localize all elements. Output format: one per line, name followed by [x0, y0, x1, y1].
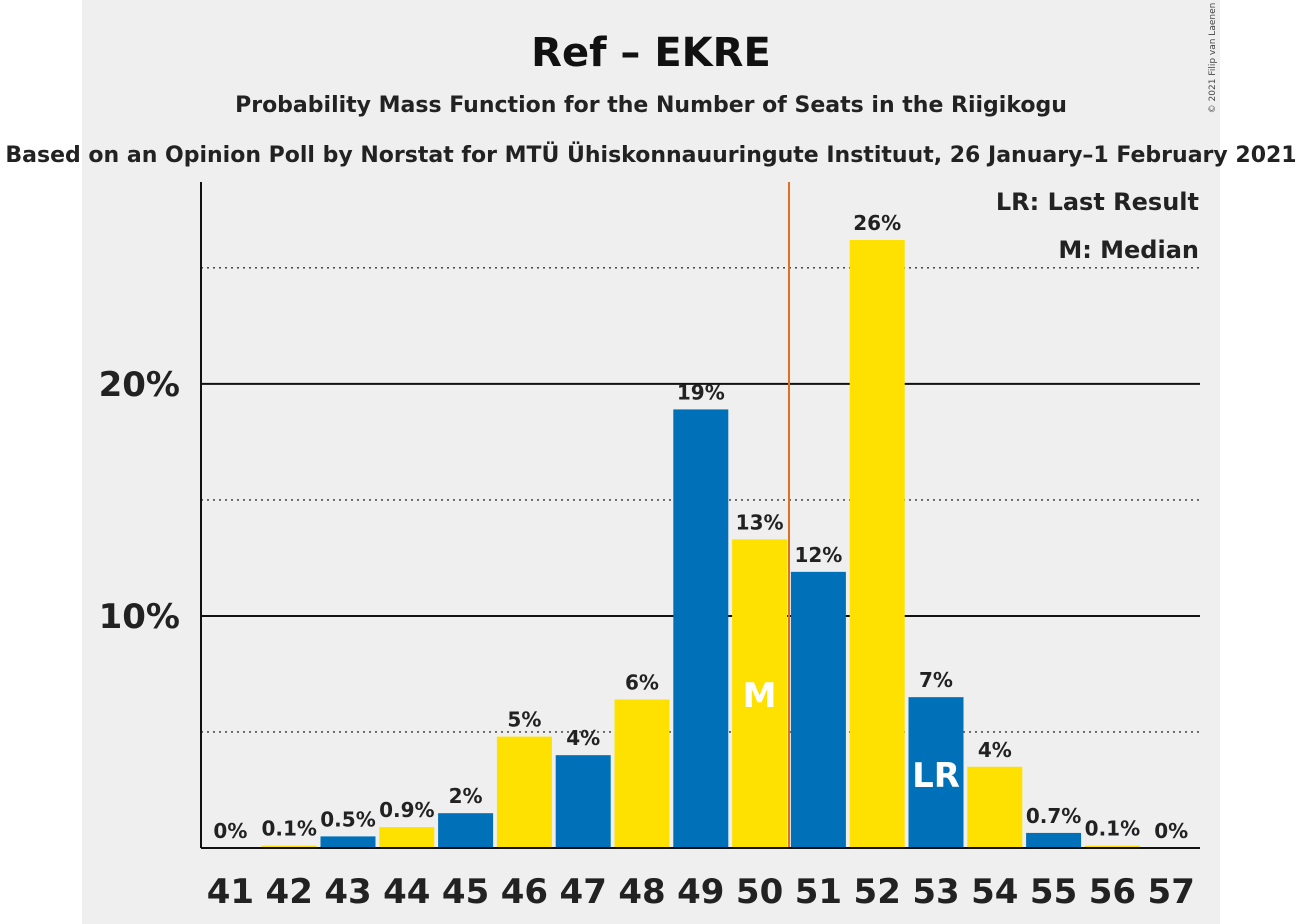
- x-tick-label-51: 51: [795, 872, 842, 912]
- bar-42: [261, 845, 317, 848]
- x-tick-label-55: 55: [1030, 872, 1077, 912]
- value-label-47: 4%: [566, 726, 600, 750]
- value-label-44: 0.9%: [379, 798, 434, 822]
- value-label-42: 0.1%: [261, 817, 316, 841]
- x-tick-label-48: 48: [618, 872, 665, 912]
- legend-last-result: LR: Last Result: [996, 188, 1199, 216]
- bar-54: [967, 766, 1023, 848]
- x-tick-label-41: 41: [207, 872, 254, 912]
- y-tick-label: 20%: [99, 365, 180, 405]
- value-label-56: 0.1%: [1085, 817, 1140, 841]
- x-tick-label-57: 57: [1148, 872, 1195, 912]
- bar-53: [908, 697, 964, 848]
- x-tick-label-52: 52: [854, 872, 901, 912]
- value-label-53: 7%: [919, 668, 953, 692]
- x-tick-label-47: 47: [560, 872, 607, 912]
- bar-56: [1084, 845, 1140, 848]
- bar-44: [379, 827, 435, 848]
- x-tick-label-46: 46: [501, 872, 548, 912]
- x-tick-label-43: 43: [324, 872, 371, 912]
- bar-48: [614, 699, 670, 848]
- value-label-46: 5%: [507, 708, 541, 732]
- bar-47: [555, 755, 611, 848]
- bar-45: [438, 813, 494, 848]
- x-tick-label-44: 44: [383, 872, 430, 912]
- value-label-41: 0%: [213, 819, 247, 843]
- value-label-49: 19%: [677, 380, 725, 404]
- value-label-54: 4%: [978, 738, 1012, 762]
- x-tick-label-53: 53: [912, 872, 959, 912]
- value-labels: 0% 0.1% 0.5% 0.9%2%5%4%6%19%13%12%26%7%4%0.…: [213, 211, 1188, 843]
- y-axis-labels: 10% 20%: [99, 365, 180, 637]
- bar-52: [849, 240, 905, 849]
- median-marker: M: [743, 676, 777, 716]
- x-tick-label-42: 42: [266, 872, 313, 912]
- bar-46: [496, 736, 552, 848]
- value-label-55: 0.7%: [1026, 804, 1081, 828]
- value-label-57: 0%: [1154, 819, 1188, 843]
- x-tick-label-56: 56: [1089, 872, 1136, 912]
- value-label-52: 26%: [853, 211, 901, 235]
- last-result-marker: LR: [912, 756, 960, 796]
- value-label-51: 12%: [794, 543, 842, 567]
- legend-median: M: Median: [1058, 236, 1199, 264]
- bar-55: [1026, 832, 1082, 848]
- chart-subtitle: Probability Mass Function for the Number…: [235, 93, 1067, 118]
- value-label-50: 13%: [736, 510, 784, 534]
- chart-title: Ref – EKRE: [531, 30, 771, 76]
- x-tick-label-50: 50: [736, 872, 783, 912]
- bar-50: [732, 539, 788, 848]
- x-tick-label-45: 45: [442, 872, 489, 912]
- x-tick-label-54: 54: [971, 872, 1018, 912]
- x-axis-labels: 41 42 43 44 45 46 47 48 49 50 51 52 53 54 55 56 57: [207, 872, 1195, 912]
- y-tick-label: 10%: [99, 597, 180, 637]
- bar-43: [320, 836, 376, 848]
- bar-49: [673, 409, 729, 848]
- value-label-45: 2%: [449, 784, 483, 808]
- bar-51: [790, 571, 846, 848]
- chart-source: Based on an Opinion Poll by Norstat for …: [5, 142, 1296, 168]
- value-label-43: 0.5%: [320, 807, 375, 831]
- value-label-48: 6%: [625, 670, 659, 694]
- bars: [261, 240, 1140, 849]
- x-tick-label-49: 49: [677, 872, 724, 912]
- copyright-notice: © 2021 Filip van Laenen: [1208, 3, 1218, 114]
